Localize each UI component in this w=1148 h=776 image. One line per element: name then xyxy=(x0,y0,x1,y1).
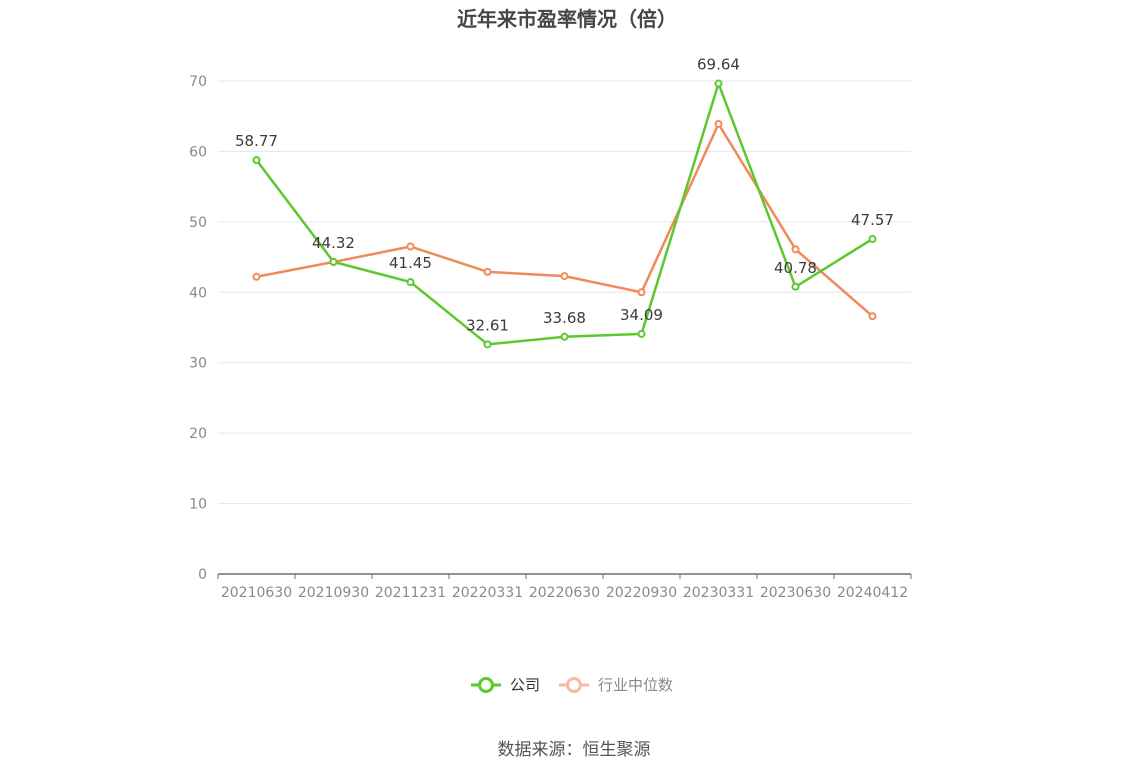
legend-company-label: 公司 xyxy=(510,676,540,694)
y-tick-label: 40 xyxy=(189,285,207,301)
x-tick-label: 20210930 xyxy=(298,585,369,601)
series-lines xyxy=(255,82,874,346)
data-label: 44.32 xyxy=(312,234,355,252)
x-tick-label: 20230331 xyxy=(683,585,754,601)
series-line-1 xyxy=(256,122,874,318)
data-label: 40.78 xyxy=(774,259,817,277)
y-tick-label: 50 xyxy=(189,215,207,231)
x-tick-label: 20211231 xyxy=(375,585,446,601)
series-0-point xyxy=(560,332,569,341)
series-1-point xyxy=(714,119,723,128)
y-tick-label: 60 xyxy=(189,144,207,160)
x-tick-label: 20220630 xyxy=(529,585,600,601)
series-points xyxy=(252,79,877,349)
x-tick-label: 20220930 xyxy=(606,585,677,601)
series-0-point xyxy=(791,282,800,291)
legend: 公司 行业中位数 xyxy=(471,676,673,694)
series-0-point xyxy=(483,340,492,349)
x-axis: 20210630 20210930 20211231 20220331 20220630… xyxy=(217,573,912,601)
data-label: 33.68 xyxy=(543,309,586,327)
series-0-point xyxy=(714,79,723,88)
series-line-0 xyxy=(255,82,874,346)
y-tick-label: 10 xyxy=(189,497,207,513)
series-1-point xyxy=(483,267,492,276)
y-tick-label: 70 xyxy=(189,74,207,90)
legend-industry-marker xyxy=(566,677,582,693)
chart-title: 近年来市盈率情况（倍） xyxy=(457,7,677,31)
series-0-point xyxy=(406,278,415,287)
data-label: 69.64 xyxy=(697,56,740,74)
data-label: 47.57 xyxy=(851,211,894,229)
grid-lines xyxy=(218,80,911,505)
series-0-point xyxy=(252,156,261,165)
y-axis-ticks: 0 10 20 30 40 50 60 70 xyxy=(189,74,207,583)
data-labels: 58.77 44.32 41.45 32.61 33.68 34.09 69.64 40.78… xyxy=(235,56,894,335)
data-source: 数据来源：恒生聚源 xyxy=(498,740,651,760)
data-label: 34.09 xyxy=(620,306,663,324)
x-tick-label: 20210630 xyxy=(221,585,292,601)
series-1-point xyxy=(791,245,800,254)
data-label: 41.45 xyxy=(389,254,432,272)
series-1-point xyxy=(637,288,646,297)
series-1-point xyxy=(252,272,261,281)
series-0-point xyxy=(637,329,646,338)
series-0-point xyxy=(329,257,338,266)
legend-industry-label: 行业中位数 xyxy=(598,676,673,694)
series-1-point xyxy=(560,272,569,281)
legend-company-marker xyxy=(478,677,494,693)
series-1-point xyxy=(406,242,415,251)
series-1-point xyxy=(868,312,877,321)
data-label: 58.77 xyxy=(235,132,278,150)
legend-item-company[interactable]: 公司 xyxy=(471,676,540,694)
y-tick-label: 0 xyxy=(198,567,207,583)
x-tick-label: 20220331 xyxy=(452,585,523,601)
x-tick-label: 20240412 xyxy=(837,585,908,601)
legend-item-industry-median[interactable]: 行业中位数 xyxy=(559,676,673,694)
data-label: 32.61 xyxy=(466,316,509,334)
y-tick-label: 30 xyxy=(189,356,207,372)
series-0-point xyxy=(868,234,877,243)
x-tick-label: 20230630 xyxy=(760,585,831,601)
y-tick-label: 20 xyxy=(189,426,207,442)
